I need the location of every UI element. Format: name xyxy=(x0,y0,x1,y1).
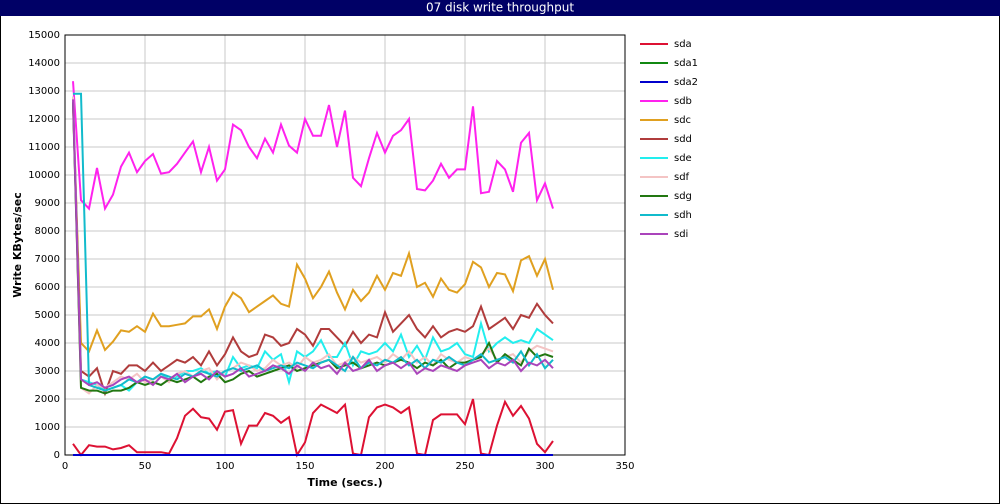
legend-label: sda2 xyxy=(674,77,698,88)
title-bar xyxy=(0,0,1000,16)
y-tick-label: 6000 xyxy=(35,282,60,293)
y-tick-label: 1000 xyxy=(35,422,60,433)
x-tick-label: 350 xyxy=(615,461,634,472)
series-line xyxy=(72,104,554,354)
x-tick-label: 300 xyxy=(535,461,554,472)
y-tick-label: 7000 xyxy=(35,254,60,265)
legend-label: sda1 xyxy=(674,58,698,69)
x-tick-label: 50 xyxy=(139,461,152,472)
legend-label: sdg xyxy=(674,191,692,202)
y-tick-label: 15000 xyxy=(28,30,60,41)
series-line xyxy=(72,99,554,389)
chart-title: 07 disk write throughput xyxy=(426,1,574,15)
y-tick-label: 2000 xyxy=(35,394,60,405)
y-tick-label: 5000 xyxy=(35,310,60,321)
series-line xyxy=(72,81,554,212)
y-tick-label: 4000 xyxy=(35,338,60,349)
series-line xyxy=(72,96,554,397)
legend-label: sdh xyxy=(674,210,692,221)
y-axis-label: Write KBytes/sec xyxy=(11,192,24,298)
series-line xyxy=(73,92,554,392)
legend-label: sdd xyxy=(674,134,692,145)
y-tick-label: 9000 xyxy=(35,198,60,209)
y-tick-label: 3000 xyxy=(35,366,60,377)
y-tick-label: 14000 xyxy=(28,58,60,69)
series-line xyxy=(72,398,554,458)
plot-area xyxy=(65,35,625,455)
x-tick-label: 100 xyxy=(215,461,234,472)
legend-label: sdb xyxy=(674,96,692,107)
x-axis-label: Time (secs.) xyxy=(307,476,382,489)
legend-label: sda xyxy=(674,39,692,50)
y-tick-label: 11000 xyxy=(28,142,60,153)
y-tick-label: 0 xyxy=(54,450,60,461)
y-tick-label: 13000 xyxy=(28,86,60,97)
x-tick-label: 250 xyxy=(455,461,474,472)
x-tick-label: 0 xyxy=(62,461,68,472)
legend-label: sdf xyxy=(674,172,690,183)
y-tick-label: 12000 xyxy=(28,114,60,125)
legend-label: sdi xyxy=(674,229,688,240)
legend-label: sde xyxy=(674,153,692,164)
x-tick-label: 150 xyxy=(295,461,314,472)
y-tick-label: 10000 xyxy=(28,170,60,181)
y-tick-label: 8000 xyxy=(35,226,60,237)
x-tick-label: 200 xyxy=(375,461,394,472)
legend-label: sdc xyxy=(674,115,691,126)
